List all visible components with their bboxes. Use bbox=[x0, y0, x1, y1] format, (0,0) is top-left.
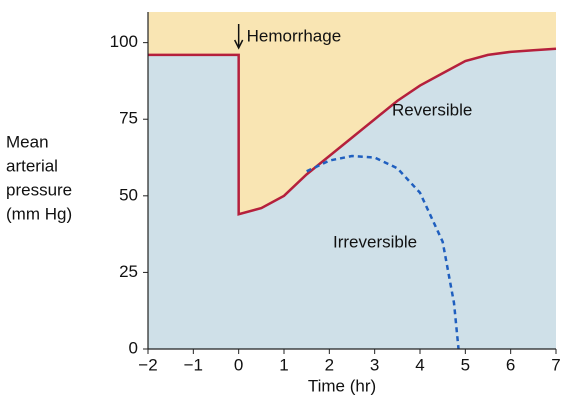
x-tick-label: 5 bbox=[461, 355, 470, 374]
series-label: Irreversible bbox=[333, 232, 417, 251]
series-label: Reversible bbox=[392, 100, 472, 119]
x-tick-label: −1 bbox=[184, 355, 203, 374]
x-tick-label: −2 bbox=[138, 355, 157, 374]
y-axis-label: Mean bbox=[6, 132, 49, 151]
area-below bbox=[148, 48, 556, 349]
y-axis-label: arterial bbox=[6, 156, 58, 175]
x-axis-label: Time (hr) bbox=[308, 376, 376, 395]
x-tick-label: 1 bbox=[279, 355, 288, 374]
arrow-head bbox=[233, 39, 244, 50]
y-axis-label: pressure bbox=[6, 180, 72, 199]
x-tick-label: 0 bbox=[234, 355, 243, 374]
y-tick-label: 50 bbox=[119, 185, 138, 204]
x-tick-label: 2 bbox=[325, 355, 334, 374]
x-tick-label: 6 bbox=[506, 355, 515, 374]
y-tick-label: 0 bbox=[129, 338, 138, 357]
y-tick-label: 75 bbox=[119, 109, 138, 128]
annotation: Hemorrhage bbox=[247, 26, 342, 45]
y-tick-label: 100 bbox=[110, 32, 138, 51]
y-tick-label: 25 bbox=[119, 262, 138, 281]
y-axis-label: (mm Hg) bbox=[6, 204, 72, 223]
x-tick-label: 7 bbox=[551, 355, 560, 374]
line bbox=[148, 47, 557, 216]
x-tick-label: 4 bbox=[415, 355, 424, 374]
x-tick-label: 3 bbox=[370, 355, 379, 374]
